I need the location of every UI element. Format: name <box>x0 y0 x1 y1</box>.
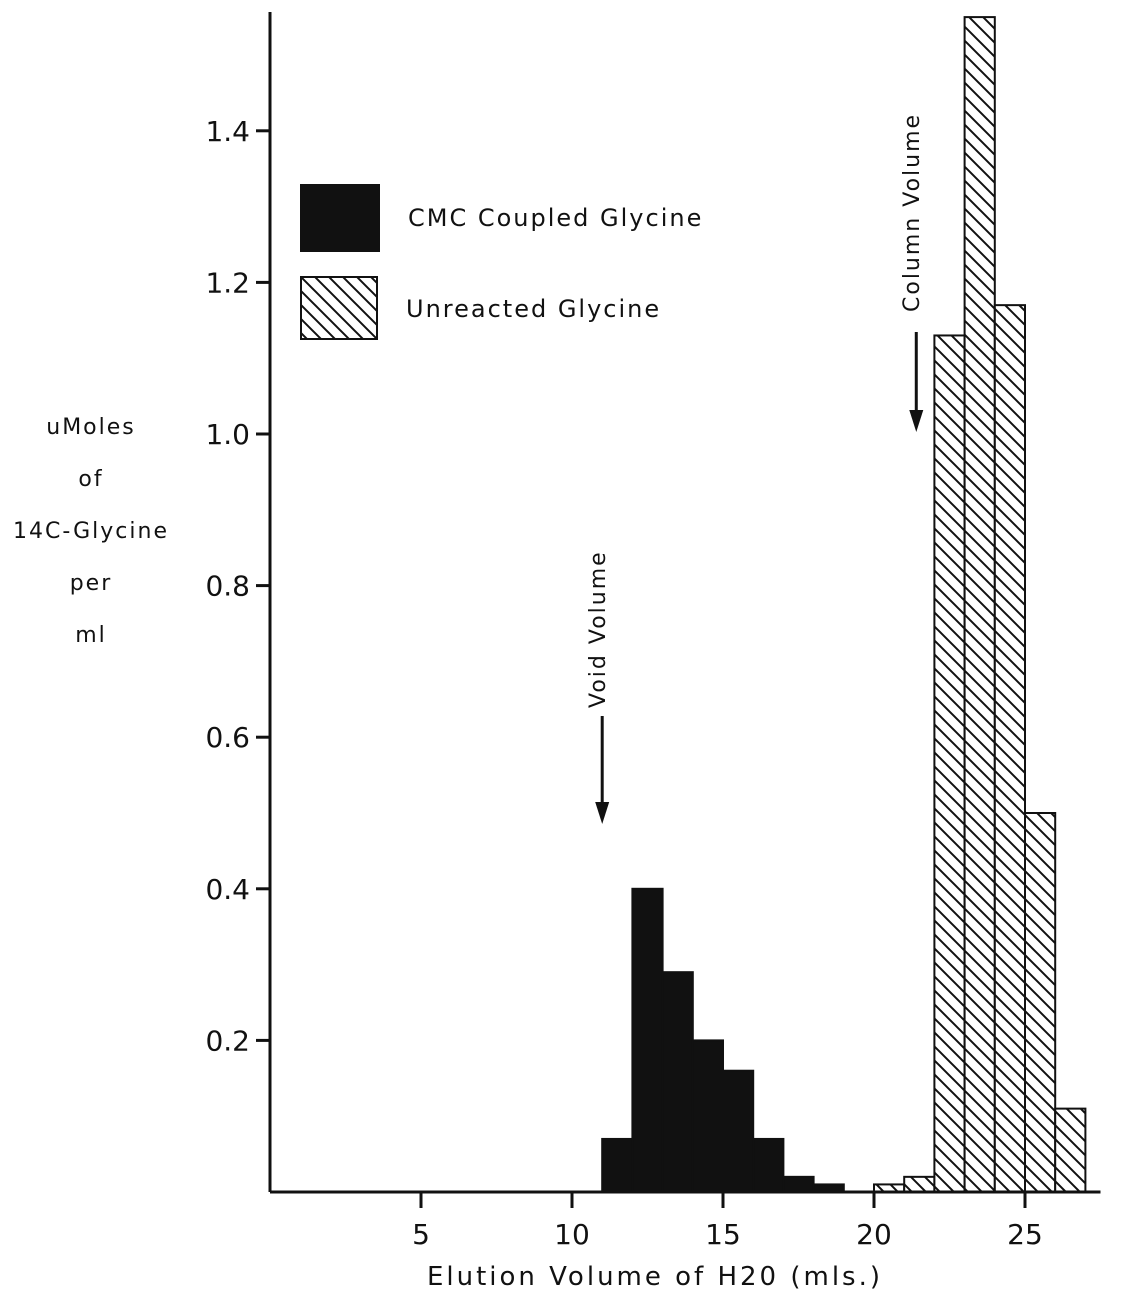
y-tick-label: 0.4 <box>205 873 250 906</box>
bar-cmc-coupled <box>631 887 664 1193</box>
bar-unreacted <box>903 1175 936 1193</box>
legend-label: CMC Coupled Glycine <box>408 204 704 232</box>
x-tick-label: 20 <box>856 1218 892 1251</box>
y-tick-label: 0.6 <box>205 721 250 754</box>
x-tick-label: 25 <box>1007 1218 1043 1251</box>
bar-cmc-coupled <box>661 971 694 1193</box>
y-axis-title-line: 14C-Glycine <box>13 519 169 544</box>
bar-unreacted <box>993 304 1026 1193</box>
legend-label: Unreacted Glycine <box>406 295 662 323</box>
legend-swatch-solid <box>300 184 380 252</box>
bar-cmc-coupled <box>691 1039 724 1194</box>
x-axis-title: Elution Volume of H20 (mls.) <box>426 1262 884 1292</box>
x-tick-label: 5 <box>412 1218 430 1251</box>
y-tick-label: 1.2 <box>205 266 250 299</box>
y-axis-title-line: uMoles <box>46 415 136 440</box>
ticks-layer: 0.2 0.4 0.6 0.8 1.0 1.2 1.4 5 10 15 20 25 <box>205 115 1042 1251</box>
annotation-void-volume: Void Volume <box>586 550 611 708</box>
y-axis-title-line: per <box>69 571 113 596</box>
void-volume-arrow-head <box>595 802 610 824</box>
y-tick-label: 1.0 <box>205 418 250 451</box>
y-axis-title: uMoles of 14C-Glycine per ml <box>0 410 182 670</box>
y-axis-title-line: ml <box>75 623 107 648</box>
legend-item-unreacted: Unreacted Glycine <box>300 276 661 342</box>
bar-unreacted <box>1024 812 1057 1193</box>
y-tick-label: 0.2 <box>205 1024 250 1057</box>
x-tick-label: 15 <box>705 1218 741 1251</box>
column-volume-arrow-head <box>909 410 924 432</box>
y-axis-title-line: of <box>78 467 104 492</box>
bar-unreacted <box>1054 1107 1087 1193</box>
y-tick-label: 0.8 <box>205 570 250 603</box>
annotation-column-volume: Column Volume <box>900 112 925 312</box>
bar-unreacted <box>963 16 996 1194</box>
bars-layer <box>601 16 1087 1194</box>
legend-item-cmc-coupled: CMC Coupled Glycine <box>300 184 703 252</box>
legend-swatch-hatched <box>300 276 378 340</box>
arrows-layer <box>595 332 924 824</box>
x-tick-label: 10 <box>554 1218 590 1251</box>
bar-cmc-coupled <box>782 1175 815 1193</box>
axes-layer <box>268 12 1101 1194</box>
bar-cmc-coupled <box>752 1137 785 1193</box>
bar-cmc-coupled <box>722 1069 755 1193</box>
y-tick-label: 1.4 <box>205 115 250 148</box>
bar-cmc-coupled <box>601 1137 634 1193</box>
bar-unreacted <box>933 334 966 1193</box>
